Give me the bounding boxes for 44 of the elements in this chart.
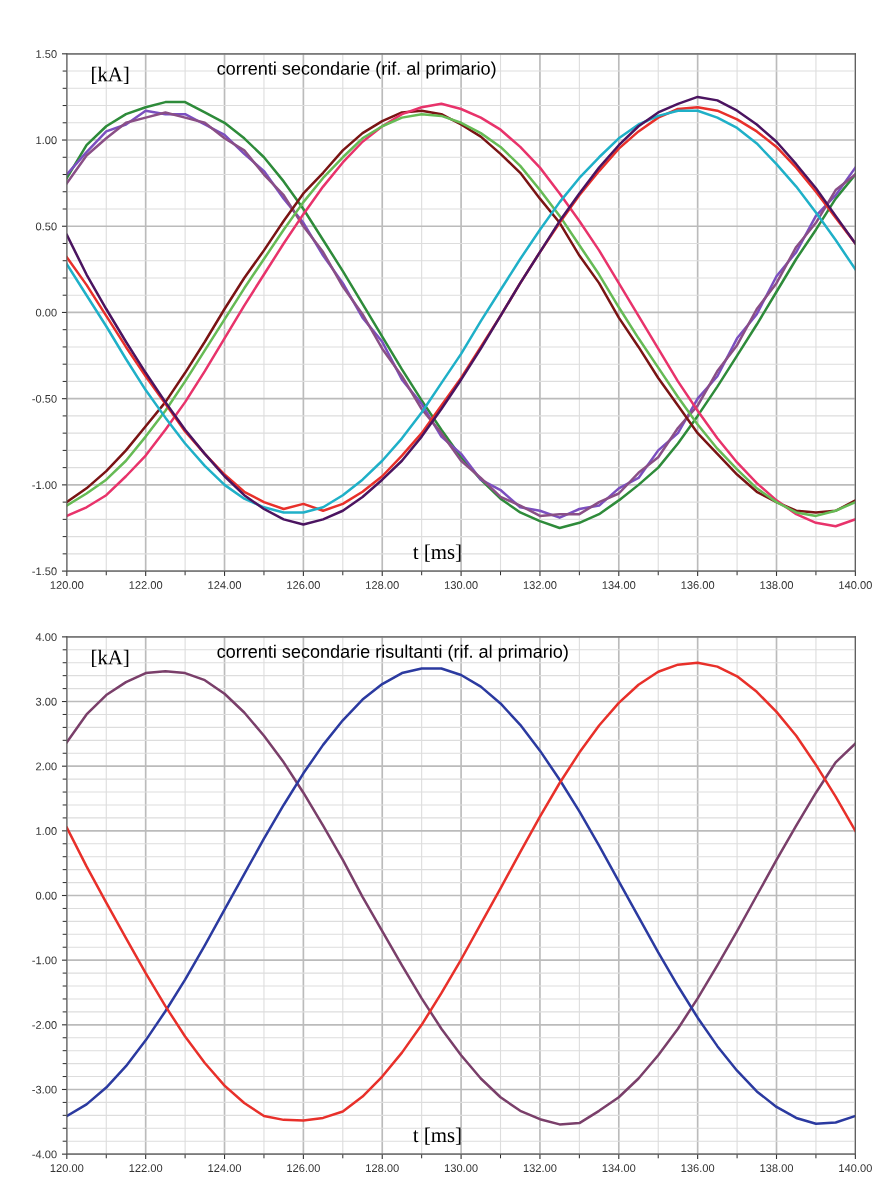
x-tick-label: 120.00 bbox=[50, 581, 84, 589]
x-tick-label: 138.00 bbox=[760, 581, 794, 589]
y-tick-label: -3.00 bbox=[32, 1085, 57, 1094]
x-tick-label: 136.00 bbox=[681, 581, 715, 589]
y-tick-label: 0.50 bbox=[35, 222, 57, 231]
x-axis-title: t [ms] bbox=[413, 1127, 461, 1145]
y-tick-label: -1.00 bbox=[32, 481, 57, 490]
y-tick-label: 2.00 bbox=[36, 762, 57, 771]
y-axis-title: [kA] bbox=[92, 649, 129, 668]
x-tick-label: 138.00 bbox=[760, 1164, 794, 1173]
chart-title: correnti secondarie risultanti (rif. al primario) bbox=[217, 644, 568, 662]
y-tick-label: -4.00 bbox=[32, 1150, 57, 1159]
x-tick-label: 120.00 bbox=[50, 1164, 84, 1173]
y-axis-title: [kA] bbox=[92, 66, 129, 84]
x-tick-label: 132.00 bbox=[523, 1164, 557, 1173]
x-tick-label: 122.00 bbox=[129, 1164, 163, 1173]
x-tick-label: 122.00 bbox=[129, 581, 163, 589]
x-tick-label: 132.00 bbox=[523, 581, 557, 589]
x-tick-label: 124.00 bbox=[208, 1164, 242, 1173]
x-tick-label: 130.00 bbox=[444, 581, 478, 589]
y-tick-label: 0.00 bbox=[35, 891, 57, 900]
y-tick-label: -1.00 bbox=[32, 956, 57, 965]
x-tick-label: 134.00 bbox=[602, 1164, 636, 1173]
y-tick-label: 0.00 bbox=[35, 308, 57, 317]
x-tick-label: 126.00 bbox=[287, 581, 320, 589]
x-axis-title: t [ms] bbox=[413, 544, 461, 562]
y-tick-label: 1.50 bbox=[36, 50, 57, 58]
y-tick-label: -0.50 bbox=[32, 394, 57, 403]
x-tick-label: 140.00 bbox=[839, 581, 872, 589]
y-tick-label: -1.50 bbox=[32, 567, 57, 576]
x-tick-label: 128.00 bbox=[366, 581, 399, 589]
chart-title: correnti secondarie (rif. al primario) bbox=[217, 61, 496, 79]
x-tick-label: 134.00 bbox=[602, 581, 636, 589]
y-tick-label: 4.00 bbox=[35, 633, 57, 642]
x-tick-label: 126.00 bbox=[287, 1164, 320, 1173]
x-tick-label: 140.00 bbox=[839, 1164, 872, 1173]
y-tick-label: 3.00 bbox=[35, 697, 57, 706]
y-tick-label: 1.00 bbox=[36, 827, 57, 835]
x-tick-label: 136.00 bbox=[681, 1164, 715, 1173]
y-tick-label: 1.00 bbox=[36, 136, 57, 145]
x-tick-label: 124.00 bbox=[208, 581, 242, 589]
x-tick-label: 130.00 bbox=[444, 1164, 478, 1173]
x-tick-label: 128.00 bbox=[366, 1164, 399, 1173]
y-tick-label: -2.00 bbox=[32, 1021, 57, 1029]
